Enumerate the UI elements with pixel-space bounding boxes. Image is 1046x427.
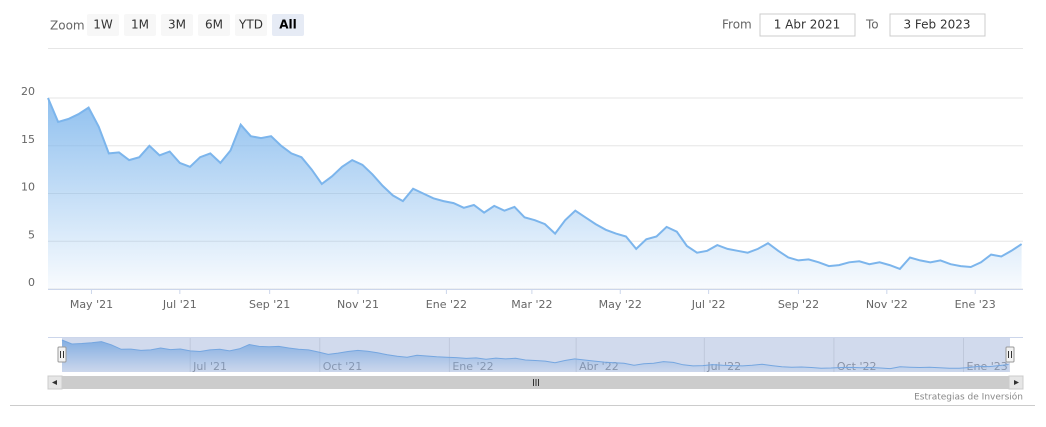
to-input[interactable] <box>889 13 986 37</box>
y-tick-label: 0 <box>28 276 35 289</box>
x-tick-label: Nov '22 <box>866 298 908 311</box>
y-tick-label: 5 <box>28 228 35 241</box>
x-tick-label: Ene '23 <box>955 298 996 311</box>
x-tick-label: Jul '22 <box>691 298 726 311</box>
zoom-button[interactable] <box>235 14 267 36</box>
x-tick-label: May '22 <box>599 298 642 311</box>
zoom-button[interactable] <box>161 14 193 36</box>
zoom-button[interactable] <box>198 14 230 36</box>
x-tick-label: Jul '21 <box>162 298 197 311</box>
from-input[interactable] <box>759 13 856 37</box>
y-tick-label: 15 <box>21 133 35 146</box>
zoom-button-label[interactable]: 6M <box>205 18 223 32</box>
zoom-button-label[interactable]: 1W <box>93 18 113 32</box>
zoom-button-label[interactable]: 1M <box>131 18 149 32</box>
credit[interactable]: Estrategias de Inversión <box>914 392 1023 403</box>
x-tick-label: Sep '21 <box>249 298 290 311</box>
zoom-label: Zoom <box>50 19 85 33</box>
series-area <box>48 98 1022 289</box>
zoom-button-label[interactable]: 3M <box>168 18 186 32</box>
zoom-button-label[interactable]: YTD <box>238 18 263 32</box>
navigator-area <box>62 340 1009 372</box>
to-value[interactable]: 3 Feb 2023 <box>903 18 970 32</box>
zoom-button-label[interactable]: All <box>279 18 297 32</box>
zoom-button[interactable] <box>87 14 119 36</box>
zoom-button[interactable] <box>124 14 156 36</box>
x-tick-label: Nov '21 <box>337 298 379 311</box>
series-line <box>47 97 1023 271</box>
y-tick-label: 10 <box>21 181 35 194</box>
to-label: To <box>865 18 879 32</box>
navigator-line <box>61 339 1009 370</box>
left-arrow <box>52 380 57 385</box>
from-value[interactable]: 1 Abr 2021 <box>774 18 841 32</box>
x-tick-label: Ene '22 <box>426 298 467 311</box>
navigator-handle[interactable] <box>57 346 67 363</box>
right-arrow <box>1014 380 1019 385</box>
x-tick-label: Mar '22 <box>511 298 552 311</box>
x-tick-label: Sep '22 <box>778 298 819 311</box>
y-tick-label: 20 <box>21 85 35 98</box>
from-label: From <box>722 18 752 32</box>
navigator-handle[interactable] <box>1005 346 1015 363</box>
x-tick-label: May '21 <box>70 298 113 311</box>
zoom-button[interactable] <box>272 14 304 36</box>
navigator-mask <box>62 338 1010 372</box>
